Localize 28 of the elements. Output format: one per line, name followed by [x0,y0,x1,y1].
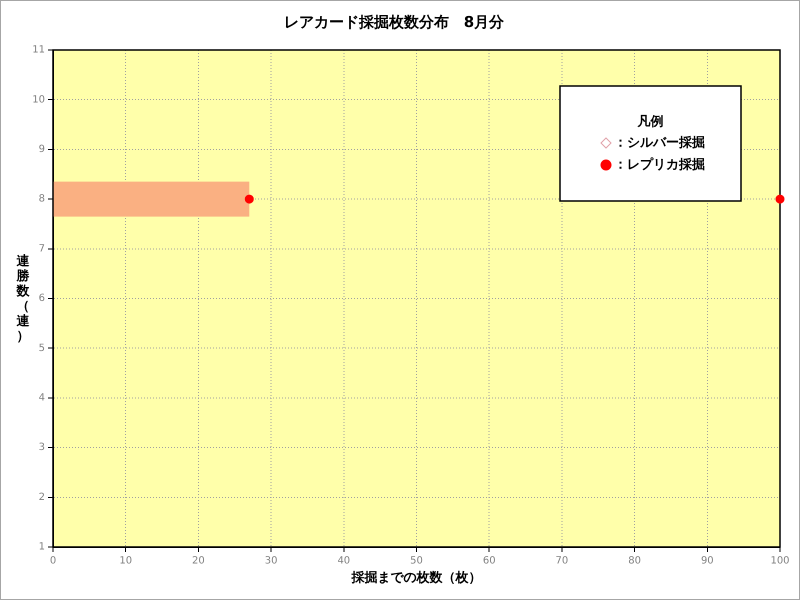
x-axis-title: 採掘までの枚数（枚） [350,570,482,586]
chart-title: レアカード採掘枚数分布 8月分 [284,12,506,31]
x-tick-label: 90 [700,556,714,567]
y-tick-label: 5 [38,342,45,354]
x-tick-label: 40 [337,556,350,567]
x-tick-label: 30 [264,556,278,567]
x-tick-label: 10 [119,556,132,567]
y-tick-label: 2 [38,492,45,503]
legend-label: ：シルバー採掘 [614,135,705,150]
legend-title: 凡例 [636,114,664,130]
x-tick-label: 60 [482,556,496,567]
y-tick-label: 9 [38,144,45,155]
x-tick-label: 20 [192,556,205,567]
y-tick-label: 7 [38,243,45,254]
y-tick-label: 8 [38,194,45,205]
x-tick-label: 50 [410,556,423,567]
x-tick-label: 100 [770,556,790,567]
x-tick-label: 70 [556,556,568,567]
y-tick-label: 10 [32,94,45,106]
y-axis-title: 連勝数（連） [16,254,30,344]
x-tick-label: 80 [628,556,641,567]
legend-label: ：レプリカ採掘 [614,156,705,172]
y-tick-label: 4 [38,392,45,404]
y-tick-label: 11 [32,44,45,56]
y-tick-label: 6 [38,293,45,304]
x-tick-label: 0 [50,556,56,567]
y-tick-label: 1 [38,542,45,553]
y-tick-label: 3 [38,442,45,454]
